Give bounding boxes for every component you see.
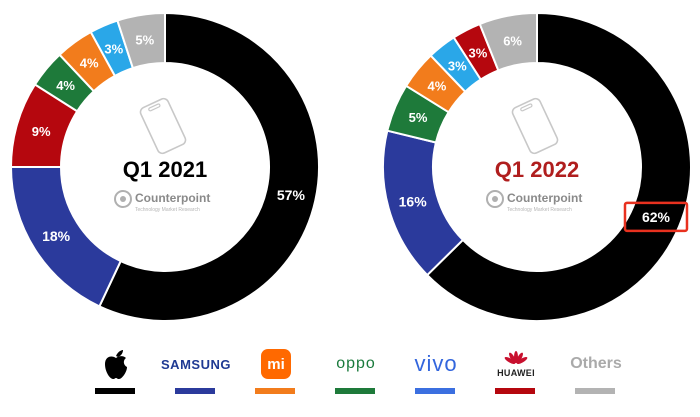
- legend-swatch-others: [575, 388, 615, 394]
- source-label: Counterpoint: [507, 191, 582, 205]
- slice-label-xiaomi-1: 4%: [80, 56, 99, 71]
- center-period-label: Q1 2022: [495, 157, 579, 182]
- slice-label-oppo-2: 5%: [409, 110, 428, 125]
- slice-label-xiaomi-1: 9%: [32, 124, 51, 139]
- legend-item-others: Others: [556, 344, 636, 400]
- slice-label-xiaomi-2: 4%: [427, 79, 446, 94]
- slice-others-1: [116, 11, 166, 70]
- highlight-box: [623, 201, 689, 233]
- legend-swatch-apple: [95, 388, 135, 394]
- donut-chart-1: 57% 18% 9% 4% 4% 3% 5% Q1 2021 Counterpoint Techn…: [9, 11, 320, 322]
- legend-swatch-oppo: [335, 388, 375, 394]
- oppo-wordmark: oppo: [336, 355, 376, 372]
- legend-item-vivo: vivo: [396, 344, 476, 400]
- source-tagline: Technology Market Research: [507, 207, 572, 213]
- slice-label-apple-1: 57%: [277, 187, 306, 203]
- center-period-label: Q1 2021: [123, 157, 207, 182]
- others-label: Others: [570, 355, 622, 372]
- source-tagline: Technology Market Research: [135, 207, 200, 213]
- legend-item-samsung: SAMSUNG: [156, 344, 236, 400]
- slice-others-2: [478, 11, 538, 72]
- source-label: Counterpoint: [135, 191, 210, 205]
- slice-apple-1: [98, 11, 320, 322]
- vivo-wordmark: vivo: [414, 351, 458, 376]
- legend-item-xiaomi: mi: [236, 344, 316, 400]
- phone-icon: [139, 97, 187, 155]
- legend-item-oppo: oppo: [316, 344, 396, 400]
- counterpoint-logo-icon: [486, 190, 504, 208]
- slice-label-oppo-1: 4%: [56, 78, 75, 93]
- slice-label-apple-2: 62%: [642, 209, 671, 225]
- legend-swatch-huawei: [495, 388, 535, 394]
- apple-logo-icon: [76, 346, 156, 382]
- slice-label-vivo-1: 3%: [104, 42, 123, 57]
- huawei-wordmark: HUAWEI: [497, 368, 535, 378]
- legend-swatch-samsung: [175, 388, 215, 394]
- legend-swatch-xiaomi: [255, 388, 295, 394]
- slice-label-others-2: 6%: [503, 33, 522, 48]
- samsung-wordmark: SAMSUNG: [161, 356, 231, 372]
- donut-chart-2: 62%16%5%4%3%3%6%Q1 2022CounterpointTechn…: [382, 11, 692, 322]
- slice-label-samsung-2: 16%: [399, 193, 428, 209]
- slice-label-huawei-2: 3%: [468, 45, 487, 60]
- xiaomi-logo-icon: mi: [261, 349, 291, 379]
- legend-item-huawei: HUAWEI: [476, 344, 556, 400]
- slice-label-samsung-1: 18%: [42, 228, 71, 244]
- counterpoint-logo-icon: [114, 190, 132, 208]
- slice-apple-2: [425, 11, 692, 322]
- huawei-flower-icon: [504, 351, 528, 364]
- legend-swatch-vivo: [415, 388, 455, 394]
- slice-label-others-1: 5%: [135, 33, 154, 48]
- slice-label-vivo-2: 3%: [448, 59, 467, 74]
- phone-icon: [511, 97, 559, 155]
- legend-item-apple: [76, 344, 156, 400]
